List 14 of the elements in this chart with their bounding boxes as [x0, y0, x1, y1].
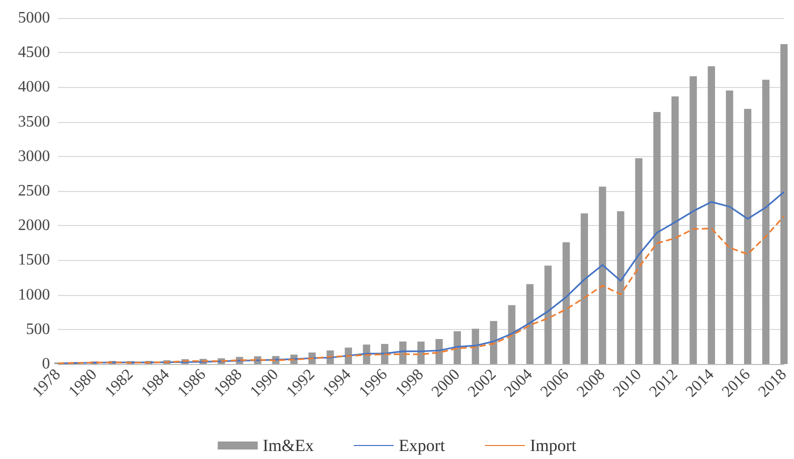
- y-tick-label: 3500: [18, 113, 50, 130]
- y-tick-label: 1000: [18, 286, 50, 304]
- legend-label: Im&Ex: [262, 436, 314, 455]
- y-tick-label: 4500: [18, 44, 50, 62]
- y-tick-label: 2500: [18, 182, 50, 200]
- y-tick-label: 5000: [18, 10, 50, 26]
- y-tick-label: 1500: [18, 252, 50, 269]
- legend-label: Import: [530, 436, 577, 455]
- y-tick-label: 0: [42, 356, 50, 372]
- legend-label: Export: [398, 436, 446, 455]
- y-tick-label: 4000: [18, 78, 50, 96]
- y-tick-label: 500: [26, 320, 50, 338]
- y-tick-label: 2000: [18, 217, 50, 234]
- y-tick-label: 3000: [18, 148, 50, 165]
